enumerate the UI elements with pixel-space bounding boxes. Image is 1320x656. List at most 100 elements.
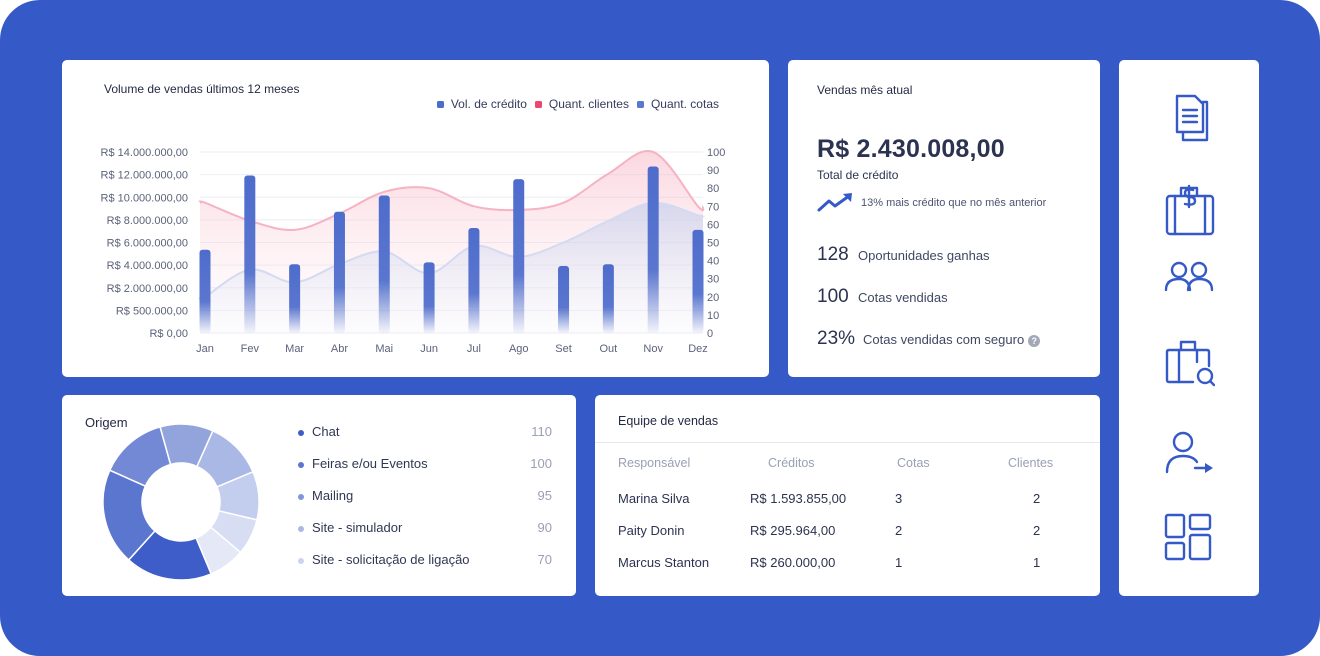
right-tick-label: 90 bbox=[707, 165, 719, 177]
left-tick-label: R$ 0,00 bbox=[149, 328, 188, 340]
legend-item-credit[interactable]: Vol. de crédito bbox=[436, 97, 527, 111]
bar-set bbox=[558, 266, 570, 333]
list-item[interactable]: Site - simulador 90 bbox=[297, 519, 552, 551]
user-transfer-icon[interactable] bbox=[1163, 428, 1215, 480]
x-tick-label: Nov bbox=[643, 343, 663, 355]
trend-text: 13% mais crédito que no mês anterior bbox=[861, 197, 1047, 209]
bar-ago bbox=[513, 179, 525, 333]
sidebar bbox=[1119, 60, 1259, 596]
users-icon[interactable] bbox=[1163, 254, 1215, 306]
stat-label: Cotas vendidas com seguro? bbox=[863, 332, 1041, 347]
sales-volume-card: R$ 14.000.000,00 R$ 12.000.000,00 R$ 10.00… bbox=[62, 60, 769, 377]
origin-donut-chart bbox=[102, 423, 260, 581]
team-title: Equipe de vendas bbox=[618, 414, 719, 428]
right-tick-label: 10 bbox=[707, 310, 719, 322]
bar-mai bbox=[378, 195, 390, 333]
list-item[interactable]: Site - solicitação de ligação 70 bbox=[297, 551, 552, 583]
help-icon[interactable]: ? bbox=[1028, 334, 1041, 347]
cell-credits: R$ 1.593.855,00 bbox=[750, 491, 847, 506]
sales-team-card: Equipe de vendas Responsável Créditos Co… bbox=[595, 395, 1100, 596]
cell-clients: 2 bbox=[1033, 491, 1041, 506]
documents-icon[interactable] bbox=[1163, 90, 1215, 142]
stat-value: 23% bbox=[817, 328, 856, 349]
list-item[interactable]: Mailing 95 bbox=[297, 487, 552, 519]
cell-clients: 2 bbox=[1033, 523, 1041, 538]
left-tick-label: R$ 14.000.000,00 bbox=[101, 147, 188, 159]
list-item[interactable]: Chat 110 bbox=[297, 423, 552, 455]
left-tick-label: R$ 2.000.000,00 bbox=[107, 283, 188, 295]
sales-volume-chart: R$ 14.000.000,00 R$ 12.000.000,00 R$ 10.00… bbox=[101, 147, 726, 355]
current-month-sales-card: Vendas mês atual R$ 2.430.008,00 Total d… bbox=[788, 60, 1100, 377]
legend-label-clients: Quant. clientes bbox=[548, 97, 629, 111]
total-credit-amount: R$ 2.430.008,00 bbox=[817, 135, 1005, 163]
stat-value: 100 bbox=[817, 286, 849, 307]
donut-slice[interactable] bbox=[159, 423, 214, 468]
right-tick-label: 0 bbox=[707, 328, 713, 340]
x-tick-label: Jan bbox=[196, 343, 214, 355]
bar-jan bbox=[199, 249, 211, 333]
team-divider bbox=[595, 442, 1100, 443]
legend-swatch-credit bbox=[436, 100, 444, 108]
left-tick-label: R$ 8.000.000,00 bbox=[107, 215, 188, 227]
stat-label: Oportunidades ganhas bbox=[858, 248, 990, 263]
legend-swatch-quotas bbox=[636, 100, 644, 108]
left-tick-label: R$ 10.000.000,00 bbox=[101, 192, 188, 204]
right-tick-label: 80 bbox=[707, 183, 719, 195]
origin-label: Feiras e/ou Eventos bbox=[312, 456, 428, 471]
briefcase-search-icon[interactable] bbox=[1163, 336, 1215, 388]
legend-label-credit: Vol. de crédito bbox=[450, 97, 527, 111]
money-bag-icon[interactable] bbox=[1163, 184, 1215, 236]
cell-quotas: 3 bbox=[895, 491, 903, 506]
origin-list: Chat 110 Feiras e/ou Eventos 100 Mailing… bbox=[297, 423, 552, 583]
origin-dot bbox=[298, 494, 304, 500]
x-tick-label: Set bbox=[555, 343, 572, 355]
cell-quotas: 2 bbox=[895, 523, 903, 538]
x-tick-label: Dez bbox=[688, 343, 708, 355]
origin-value: 70 bbox=[537, 552, 552, 567]
legend-item-quotas[interactable]: Quant. cotas bbox=[636, 97, 719, 111]
column-header-quotas[interactable]: Cotas bbox=[897, 456, 930, 470]
stat-label-text: Cotas vendidas com seguro bbox=[863, 332, 1025, 347]
list-item[interactable]: Feiras e/ou Eventos 100 bbox=[297, 455, 552, 487]
cell-name: Marcus Stanton bbox=[618, 555, 710, 570]
total-credit-label: Total de crédito bbox=[817, 168, 899, 182]
right-tick-label: 30 bbox=[707, 274, 719, 286]
origin-value: 95 bbox=[537, 488, 552, 503]
x-tick-label: Jul bbox=[467, 343, 481, 355]
column-header-responsible[interactable]: Responsável bbox=[618, 456, 691, 470]
right-tick-label: 100 bbox=[707, 147, 725, 159]
origin-dot bbox=[298, 462, 304, 468]
origin-dot bbox=[298, 430, 304, 436]
column-header-clients[interactable]: Clientes bbox=[1008, 456, 1054, 470]
origin-value: 110 bbox=[531, 424, 552, 439]
stat-quotas-sold: 100 Cotas vendidas bbox=[817, 286, 948, 308]
legend-item-clients[interactable]: Quant. clientes bbox=[534, 97, 629, 111]
stat-quotas-insurance: 23% Cotas vendidas com seguro? bbox=[817, 328, 1041, 350]
origin-label: Mailing bbox=[312, 488, 354, 503]
bar-jun bbox=[423, 262, 435, 333]
x-tick-label: Out bbox=[599, 343, 617, 355]
stat-opportunities: 128 Oportunidades ganhas bbox=[817, 244, 990, 266]
series-area-quotas bbox=[199, 202, 704, 333]
x-tick-label: Jun bbox=[420, 343, 438, 355]
left-tick-label: R$ 12.000.000,00 bbox=[101, 170, 188, 182]
x-tick-label: Abr bbox=[331, 343, 348, 355]
x-tick-label: Fev bbox=[241, 343, 260, 355]
x-tick-label: Mai bbox=[375, 343, 393, 355]
stat-value: 128 bbox=[817, 244, 849, 265]
bar-jul bbox=[468, 228, 480, 333]
bar-abr bbox=[333, 211, 345, 333]
legend-label-quotas: Quant. cotas bbox=[650, 97, 719, 111]
cell-clients: 1 bbox=[1033, 555, 1041, 570]
right-tick-label: 50 bbox=[707, 238, 719, 250]
origin-label: Site - solicitação de ligação bbox=[312, 552, 470, 567]
legend-swatch-clients bbox=[534, 100, 542, 108]
column-header-credits[interactable]: Créditos bbox=[768, 456, 815, 470]
dashboard-grid-icon[interactable] bbox=[1163, 512, 1215, 564]
cell-credits: R$ 295.964,00 bbox=[750, 523, 836, 538]
origin-title: Origem bbox=[85, 415, 128, 430]
bar-mar bbox=[289, 264, 301, 333]
trend-up-icon bbox=[817, 193, 852, 212]
cell-credits: R$ 260.000,00 bbox=[750, 555, 836, 570]
